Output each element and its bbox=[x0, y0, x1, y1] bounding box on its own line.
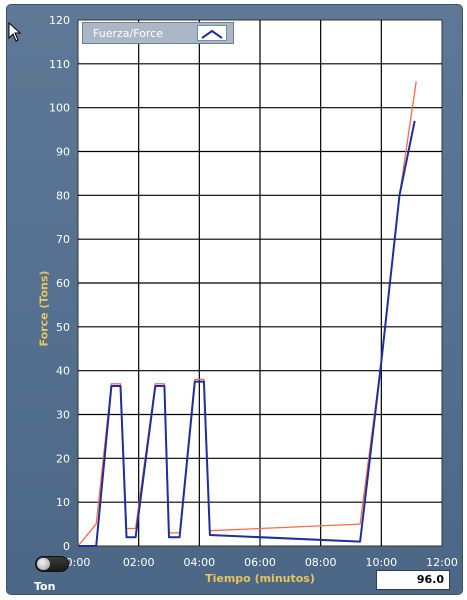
x-tick-label: 04:00 bbox=[183, 556, 215, 569]
y-tick-label: 90 bbox=[56, 146, 70, 159]
y-tick-label: 70 bbox=[56, 233, 70, 246]
ton-toggle-switch[interactable] bbox=[35, 556, 69, 572]
y-tick-label: 120 bbox=[49, 14, 70, 27]
y-tick-label: 0 bbox=[63, 540, 70, 553]
legend-label: Fuerza/Force bbox=[93, 26, 163, 40]
y-tick-label: 100 bbox=[49, 102, 70, 115]
x-tick-label: 06:00 bbox=[244, 556, 276, 569]
toggle-knob[interactable] bbox=[37, 558, 50, 570]
x-tick-label: 10:00 bbox=[365, 556, 397, 569]
line-swatch-icon bbox=[197, 25, 227, 41]
force-series-line bbox=[78, 120, 416, 547]
y-tick-label: 20 bbox=[56, 452, 70, 465]
y-axis-label: Force (Tons) bbox=[37, 270, 51, 347]
x-tick-label: 12:00 bbox=[426, 556, 458, 569]
force-readout: 96.0 bbox=[376, 570, 450, 590]
y-tick-label: 60 bbox=[56, 277, 70, 290]
toggle-label: Ton bbox=[34, 580, 56, 593]
y-tick-label: 10 bbox=[56, 496, 70, 509]
y-tick-label: 110 bbox=[49, 58, 70, 71]
y-tick-label: 80 bbox=[56, 189, 70, 202]
x-tick-label: 02:00 bbox=[123, 556, 155, 569]
x-tick-label: 0:00 bbox=[66, 556, 91, 569]
legend: Fuerza/Force bbox=[82, 22, 234, 44]
mouse-pointer-icon bbox=[8, 22, 22, 42]
y-tick-label: 30 bbox=[56, 409, 70, 422]
y-tick-label: 40 bbox=[56, 365, 70, 378]
x-axis-label: Tiempo (minutos) bbox=[205, 572, 315, 585]
x-tick-label: 08:00 bbox=[305, 556, 337, 569]
y-tick-label: 50 bbox=[56, 321, 70, 334]
